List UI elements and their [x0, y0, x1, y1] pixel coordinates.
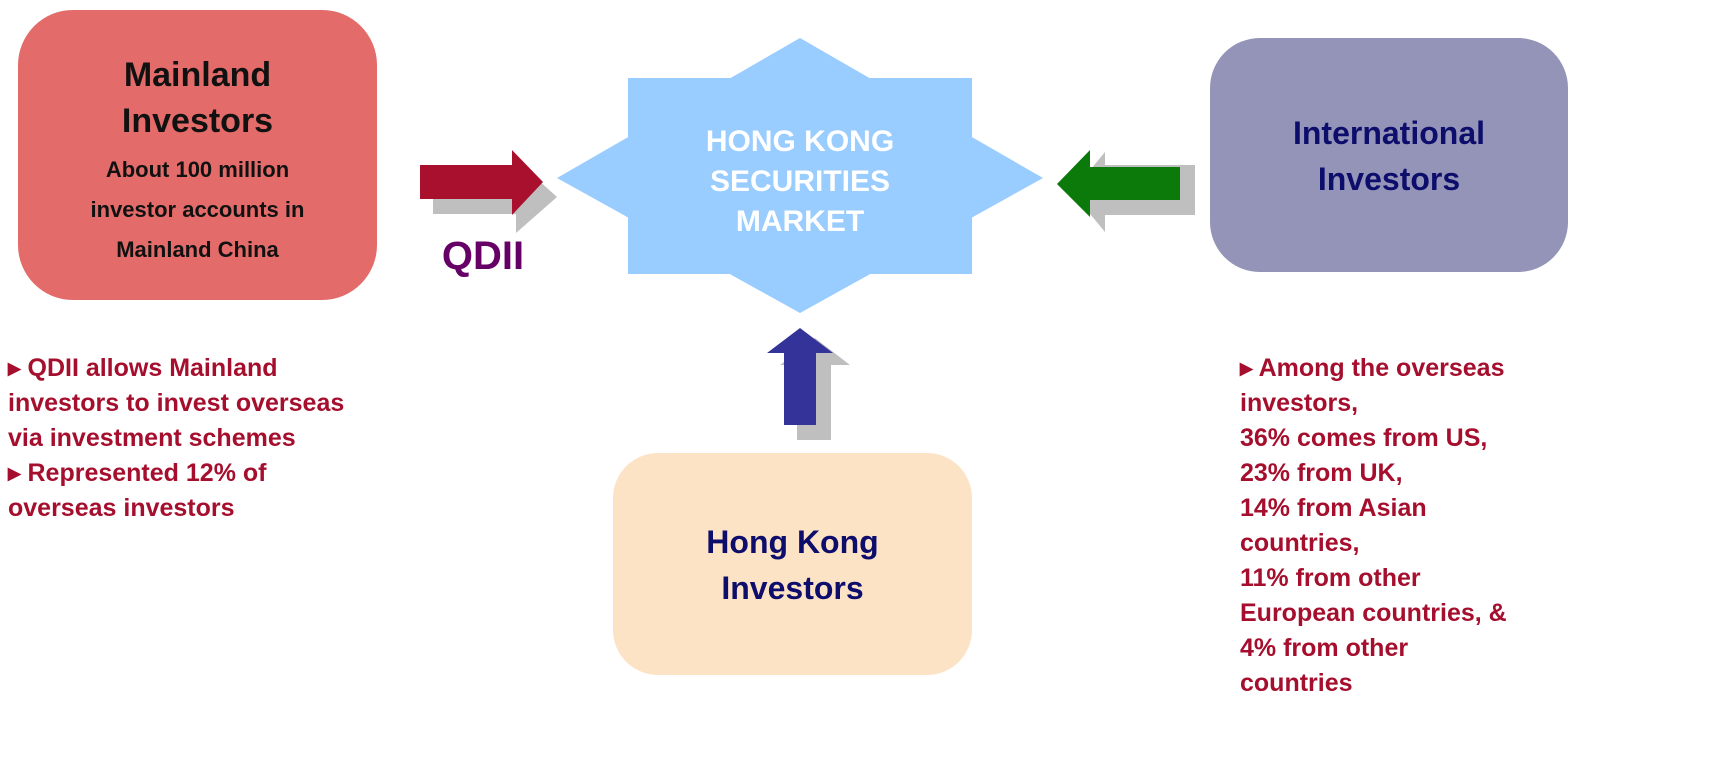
mainland-title: Mainland Investors [18, 52, 377, 144]
note-line: 36% comes from US, [1240, 424, 1488, 452]
center-label: HONG KONG SECURITIES MARKET [628, 122, 972, 242]
note-line: 4% from other [1240, 634, 1409, 662]
text-line: Mainland [123, 56, 272, 94]
note-line: 23% from UK, [1240, 459, 1403, 487]
mainland-box [18, 10, 377, 300]
note-line: European countries, & [1240, 599, 1507, 627]
note-line: overseas investors [8, 494, 235, 522]
note-line: 14% from Asian [1240, 494, 1427, 522]
note-line: countries [1240, 669, 1353, 697]
hong-kong-box [613, 453, 972, 675]
note-line: investors to invest overseas [8, 389, 345, 417]
text-line: International [1292, 115, 1485, 151]
text-line: MARKET [735, 205, 865, 238]
text-line: Investors [1317, 161, 1461, 197]
right-notes: ▸ Among the overseas investors, 36% come… [1240, 351, 1507, 701]
text-line: Investors [121, 102, 274, 140]
note-line: ▸ Among the overseas [1240, 354, 1505, 382]
qdii-label: QDII [441, 234, 525, 278]
center-star [557, 38, 1043, 313]
note-line: via investment schemes [8, 424, 296, 452]
text-line: SECURITIES [709, 165, 891, 198]
left-notes: ▸ QDII allows Mainland investors to inve… [8, 351, 344, 526]
text-line: Hong Kong [706, 524, 879, 560]
note-line: ▸ Represented 12% of [8, 459, 267, 487]
hong-kong-title: Hong Kong Investors [613, 519, 972, 611]
text-line: Investors [721, 570, 864, 606]
text-line: About 100 million [105, 157, 290, 182]
note-line: countries, [1240, 529, 1360, 557]
international-box [1210, 38, 1568, 272]
qdii-arrow [420, 150, 543, 215]
mainland-detail: About 100 million investor accounts in M… [18, 150, 377, 270]
note-line: investors, [1240, 389, 1359, 417]
note-line: ▸ QDII allows Mainland [8, 354, 278, 382]
text-line: Mainland China [116, 237, 279, 262]
hong-kong-arrow [767, 328, 833, 425]
note-line: 11% from other [1240, 564, 1421, 592]
text-line: HONG KONG [705, 125, 895, 158]
international-title: International Investors [1210, 110, 1568, 202]
international-arrow [1057, 150, 1180, 217]
text-line: investor accounts in [90, 197, 305, 222]
